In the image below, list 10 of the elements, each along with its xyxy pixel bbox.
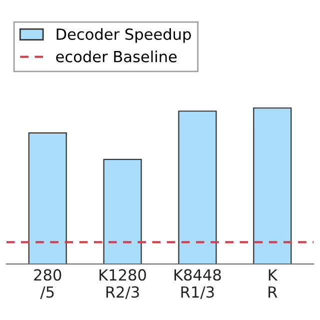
x-tick-label: K1280 R2/3 xyxy=(100,269,146,299)
bar xyxy=(103,158,142,264)
bar xyxy=(253,107,292,264)
bar xyxy=(28,132,67,264)
legend-label: Decoder Speedup xyxy=(56,28,191,43)
x-tick-label: K8448 R1/3 xyxy=(174,269,221,299)
x-tick-label: 280 /5 xyxy=(34,269,62,299)
x-tick-label: K R xyxy=(268,269,278,298)
legend-label: ecoder Baseline xyxy=(56,50,177,62)
bar xyxy=(178,110,217,264)
